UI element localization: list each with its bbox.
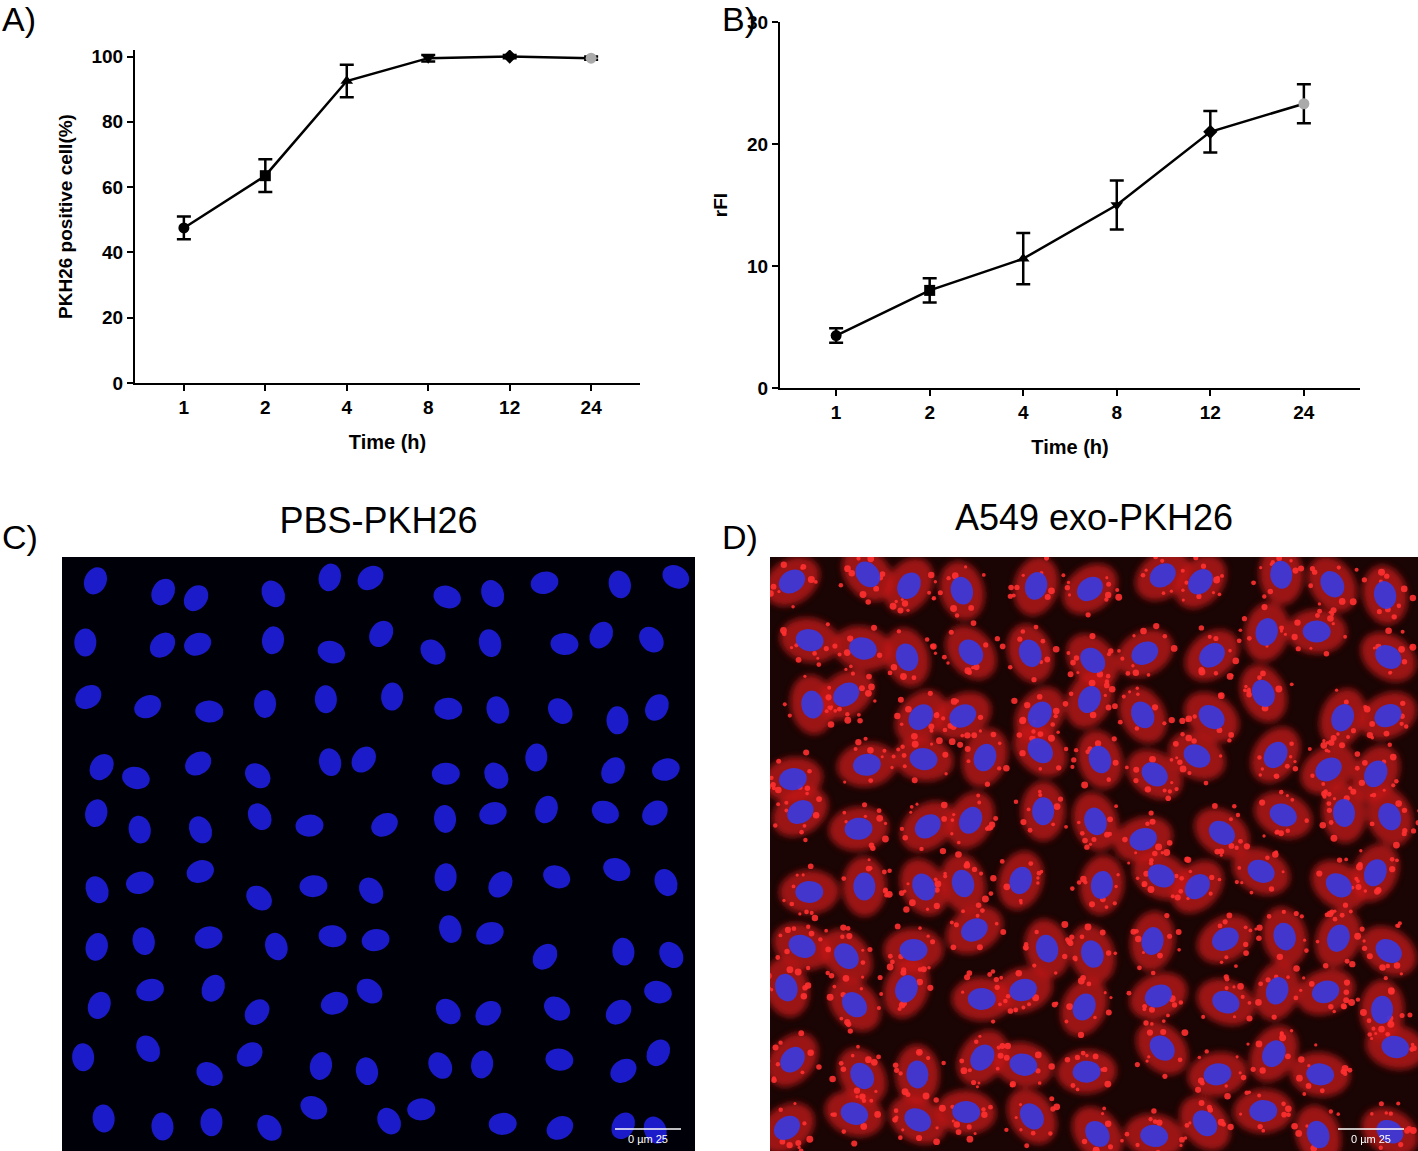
svg-text:20: 20	[747, 134, 768, 155]
svg-text:0 µm 25: 0 µm 25	[1351, 1133, 1391, 1145]
svg-text:80: 80	[102, 111, 123, 132]
svg-text:PKH26 positive cell(%): PKH26 positive cell(%)	[55, 114, 76, 319]
svg-text:12: 12	[499, 397, 520, 418]
svg-text:4: 4	[341, 397, 352, 418]
svg-text:rFI: rFI	[710, 193, 731, 217]
svg-text:12: 12	[1200, 402, 1221, 423]
svg-text:40: 40	[102, 242, 123, 263]
svg-text:0 µm 25: 0 µm 25	[628, 1133, 668, 1145]
svg-text:24: 24	[581, 397, 603, 418]
svg-text:Time (h): Time (h)	[1031, 436, 1108, 458]
svg-text:1: 1	[179, 397, 190, 418]
svg-text:8: 8	[423, 397, 434, 418]
svg-text:20: 20	[102, 307, 123, 328]
svg-text:4: 4	[1018, 402, 1029, 423]
svg-text:0: 0	[113, 373, 124, 394]
svg-text:10: 10	[747, 256, 768, 277]
svg-text:2: 2	[260, 397, 271, 418]
svg-text:0: 0	[758, 378, 769, 399]
svg-text:60: 60	[102, 177, 123, 198]
svg-text:24: 24	[1293, 402, 1315, 423]
svg-text:100: 100	[91, 46, 123, 67]
svg-text:2: 2	[924, 402, 935, 423]
svg-text:Time (h): Time (h)	[349, 431, 426, 453]
svg-text:1: 1	[831, 402, 842, 423]
svg-text:8: 8	[1111, 402, 1122, 423]
